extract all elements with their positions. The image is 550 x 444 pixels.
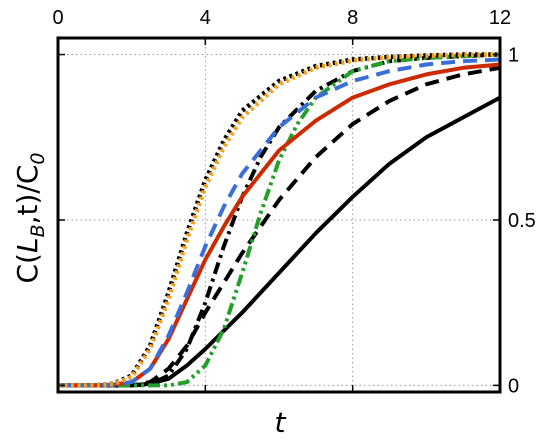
tick-labels: 0 4 8 12 0 0.5 1 bbox=[52, 7, 535, 397]
series-line-1 bbox=[58, 65, 501, 388]
y-axis-label-l: L bbox=[11, 237, 44, 253]
plot-frame bbox=[56, 36, 502, 394]
x-tick-label-0: 0 bbox=[52, 7, 63, 29]
series-line-7 bbox=[58, 52, 501, 388]
x-tick-label-2: 8 bbox=[347, 7, 358, 29]
series-lines bbox=[58, 52, 501, 388]
series-line-5 bbox=[58, 57, 501, 388]
x-axis-label: t bbox=[275, 406, 287, 439]
series-line-3 bbox=[58, 52, 501, 388]
series-line-0 bbox=[58, 95, 501, 388]
y-axis-label-zero-subscript: 0 bbox=[27, 152, 49, 164]
y-tick-label-2: 1 bbox=[508, 45, 519, 67]
x-tick-label-1: 4 bbox=[200, 7, 211, 29]
tick-marks bbox=[57, 38, 501, 392]
y-tick-label-0: 0 bbox=[508, 375, 519, 397]
y-tick-label-1: 0.5 bbox=[508, 210, 536, 232]
y-axis-label-rest: ,t)/C bbox=[11, 165, 44, 225]
x-tick-label-3: 12 bbox=[489, 7, 511, 29]
y-axis-label-b-subscript: B bbox=[27, 224, 49, 237]
grid-lines bbox=[58, 38, 500, 392]
y-axis-label-c: C( bbox=[11, 253, 44, 283]
y-axis-label: C(LB,t)/C0 bbox=[11, 152, 49, 283]
series-line-4 bbox=[58, 62, 501, 388]
